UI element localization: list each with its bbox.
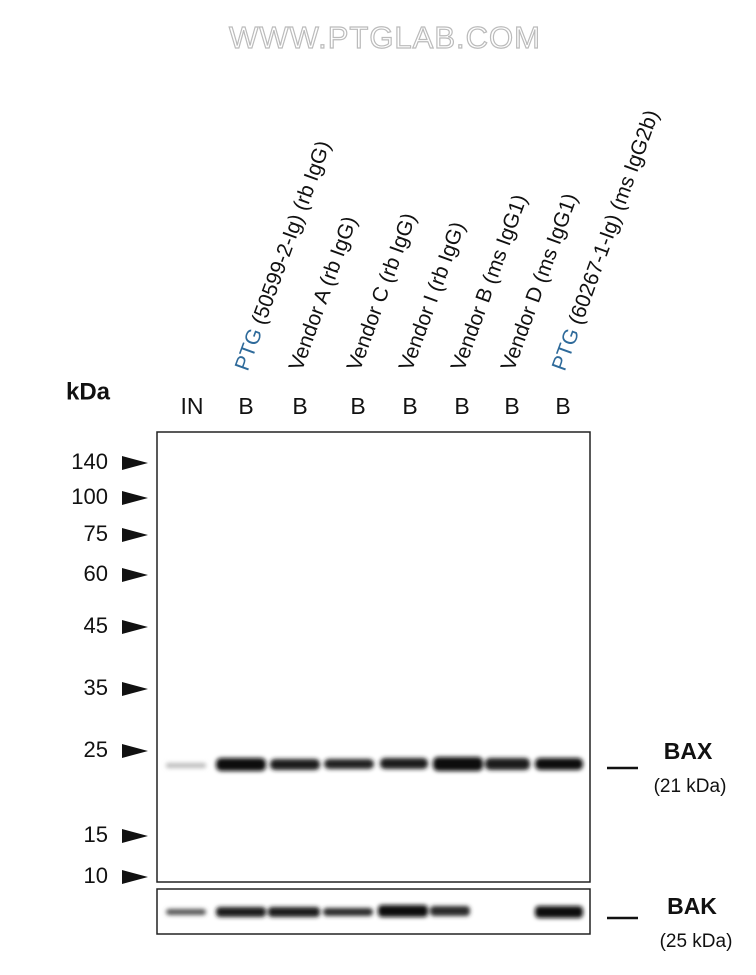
lane-code: B	[238, 393, 253, 419]
band	[216, 907, 266, 917]
marker-arrow	[122, 682, 148, 696]
band	[433, 757, 483, 771]
watermark: WWW.PTGLAB.COM	[229, 20, 541, 55]
marker-label: 25	[84, 737, 108, 762]
band	[166, 909, 206, 915]
band	[430, 906, 470, 916]
marker-arrow	[122, 744, 148, 758]
target-name: BAX	[664, 738, 713, 764]
marker-label: 15	[84, 822, 108, 847]
band	[323, 908, 373, 916]
band	[380, 758, 428, 769]
lane-code: B	[454, 393, 469, 419]
bak-bands	[166, 905, 583, 918]
blot-bax	[156, 431, 591, 883]
marker-arrow	[122, 870, 148, 884]
marker-arrow	[122, 568, 148, 582]
band	[270, 759, 320, 770]
band	[485, 758, 530, 770]
band	[216, 758, 266, 771]
marker-arrow	[122, 829, 148, 843]
marker-arrow	[122, 528, 148, 542]
marker-label: 10	[84, 863, 108, 888]
marker-arrow	[122, 620, 148, 634]
band	[378, 905, 428, 917]
lane-code: B	[292, 393, 307, 419]
lane-code: B	[402, 393, 417, 419]
marker-label: 60	[84, 561, 108, 586]
bax-bands	[166, 757, 583, 771]
band	[268, 907, 320, 917]
brand: PTG	[230, 325, 266, 373]
band	[166, 763, 206, 768]
marker-arrow	[122, 456, 148, 470]
marker-label: 35	[84, 675, 108, 700]
lane-code: IN	[181, 393, 204, 419]
kda-label: kDa	[66, 378, 111, 405]
marker-label: 100	[71, 484, 108, 509]
target-size: (21 kDa)	[654, 776, 727, 797]
band	[324, 759, 374, 769]
lane-code: B	[350, 393, 365, 419]
lane-code: B	[504, 393, 519, 419]
marker-label: 45	[84, 613, 108, 638]
lane-header: PTG (50599-2-Ig) (rb IgG)	[230, 138, 335, 374]
brand: PTG	[547, 325, 583, 373]
header-text: (60267-1-Ig) (ms IgG2b)	[564, 107, 663, 328]
marker-label: 140	[71, 449, 108, 474]
band	[535, 758, 583, 770]
target-name: BAK	[667, 893, 717, 919]
marker-arrow	[122, 491, 148, 505]
target-size: (25 kDa)	[660, 931, 733, 952]
marker-label: 75	[84, 521, 108, 546]
lane-code: B	[555, 393, 570, 419]
band	[535, 906, 583, 918]
